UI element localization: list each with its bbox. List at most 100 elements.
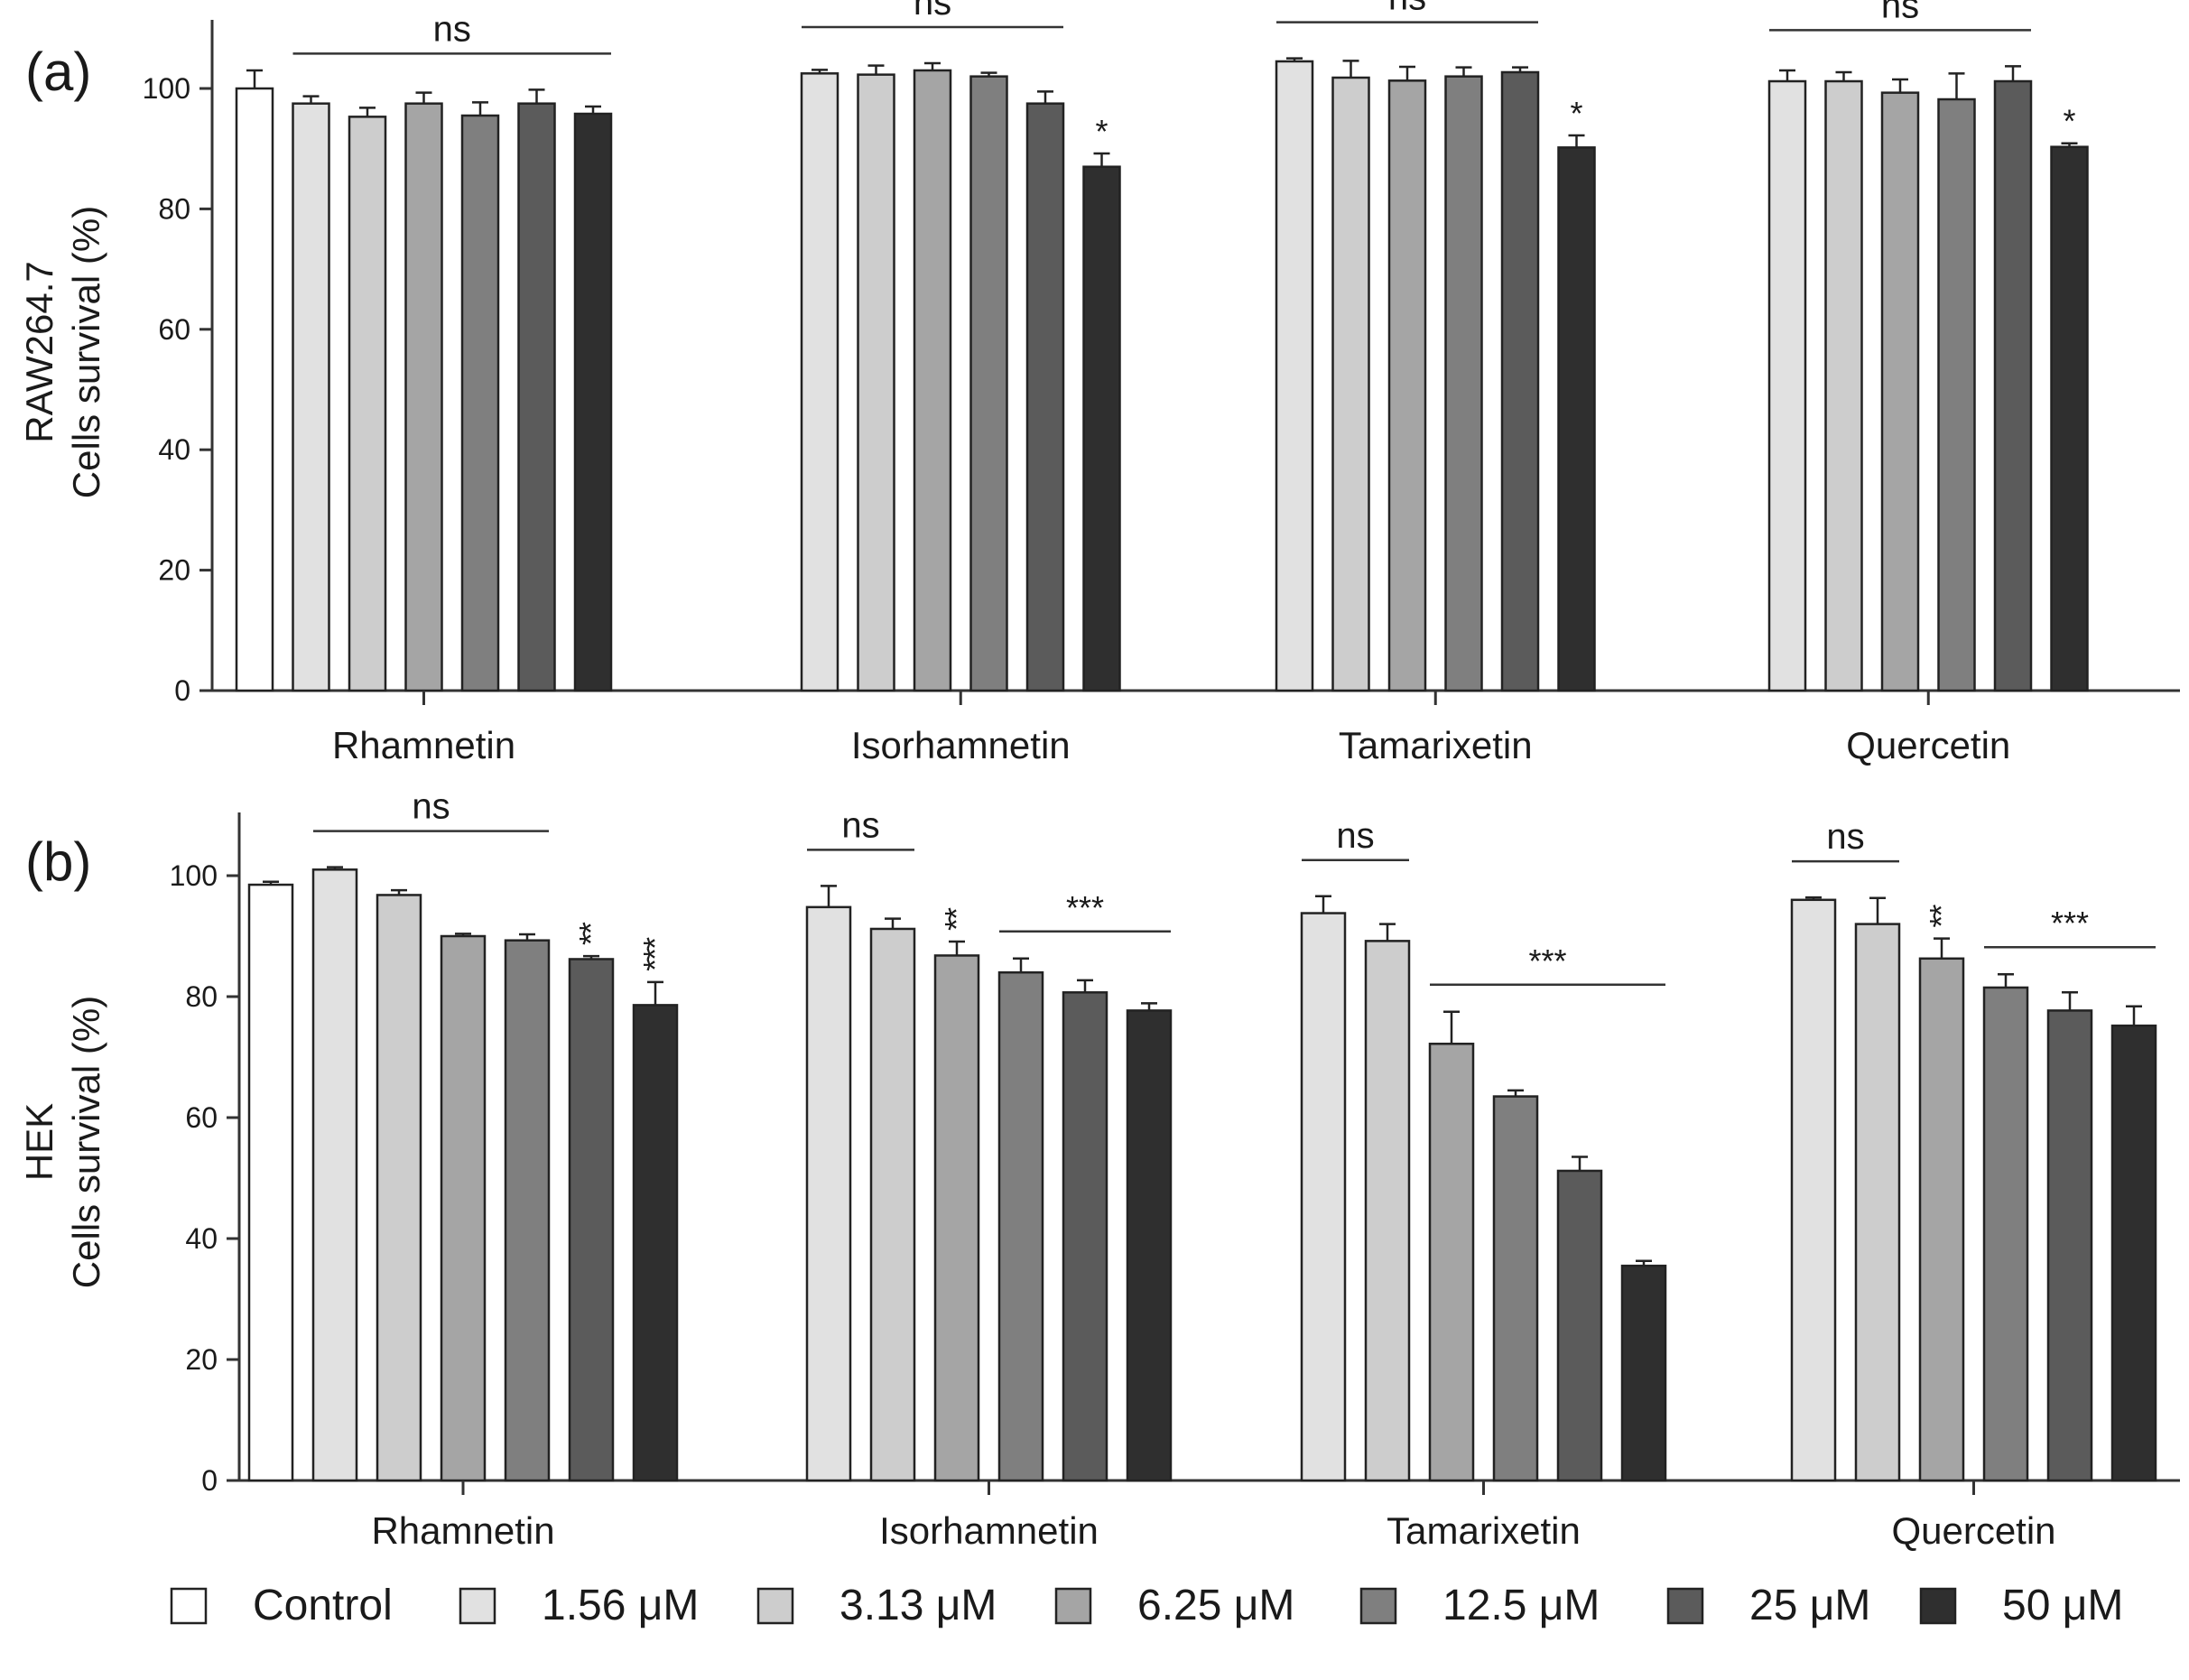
bar <box>1444 75 1483 692</box>
bar <box>1993 79 2033 692</box>
bar <box>1082 165 1121 692</box>
bar <box>440 934 487 1482</box>
significance-label: ns <box>433 9 471 49</box>
significance-label: ns <box>1388 0 1426 18</box>
y-tick-label: 60 <box>185 1101 218 1134</box>
bar <box>800 72 839 692</box>
legend-label: Control <box>253 1582 393 1629</box>
y-tick-label: 80 <box>185 980 218 1013</box>
y-axis-label-line1: HEK <box>18 1103 60 1181</box>
significance-label: ns <box>1881 0 1919 25</box>
significance-star: * <box>1570 95 1582 132</box>
bar <box>632 1004 679 1482</box>
legend-label: 3.13 μM <box>839 1582 997 1629</box>
significance-label: ns <box>1336 816 1374 856</box>
legend-swatch <box>459 1587 496 1625</box>
legend-swatch <box>170 1587 208 1625</box>
bar <box>404 102 443 692</box>
y-axis-label: RAW264.7 Cells survival (%) <box>18 206 107 498</box>
legend-swatch <box>1919 1587 1957 1625</box>
legend-label: 6.25 μM <box>1137 1582 1294 1629</box>
x-category-label: Quercetin <box>1846 724 2010 766</box>
y-tick-label: 80 <box>158 192 190 225</box>
bar <box>1062 991 1108 1482</box>
panel-b-chart: (b) HEK Cells survival (%) 0 20 40 60 80 100 R… <box>18 787 2180 1552</box>
bar <box>997 970 1044 1482</box>
bar <box>1982 986 2029 1482</box>
y-tick-label: 0 <box>201 1464 218 1497</box>
x-category-label: Isorhamnetin <box>879 1509 1099 1552</box>
bar <box>805 905 852 1482</box>
y-tick-label: 40 <box>185 1222 218 1255</box>
bar <box>568 958 615 1482</box>
bar <box>1824 79 1863 692</box>
plot-area: 0 20 40 60 80 100 Rhamnetin Isorhamnetin Tamarix… <box>143 0 2180 766</box>
significance-label: ns <box>841 805 879 845</box>
bar <box>1025 102 1065 692</box>
legend-swatch <box>1359 1587 1397 1625</box>
panel-label: (b) <box>25 831 91 892</box>
bar <box>2050 145 2089 692</box>
bar <box>1428 1043 1475 1482</box>
x-category-label: Tamarixetin <box>1339 724 1533 766</box>
bar <box>1854 923 1901 1482</box>
significance-label: ns <box>1826 817 1864 857</box>
bar <box>247 883 294 1482</box>
bar <box>1790 898 1837 1482</box>
bar <box>292 102 330 692</box>
significance-star: ** <box>938 907 975 931</box>
bar <box>1918 957 1965 1482</box>
bar <box>1557 146 1596 692</box>
panel-a-chart: (a) RAW264.7 Cells survival (%) 0 20 40 60 8… <box>18 0 2180 766</box>
x-category-label: Quercetin <box>1891 1509 2055 1552</box>
y-tick-label: 100 <box>143 72 190 105</box>
legend: Control 1.56 μM 3.13 μM 6.25 μM 12.5 μM 25 μM… <box>170 1582 2123 1629</box>
bar <box>2046 1009 2093 1482</box>
y-tick-label: 60 <box>158 313 190 346</box>
y-axis-label-line1: RAW264.7 <box>18 261 60 443</box>
legend-swatch <box>1666 1587 1704 1625</box>
significance-star: * <box>1095 113 1108 150</box>
bar <box>1331 76 1370 692</box>
bar <box>869 927 916 1482</box>
x-category-label: Rhamnetin <box>371 1509 554 1552</box>
bar <box>1500 70 1540 692</box>
significance-star: * <box>2063 103 2075 140</box>
bar <box>1620 1264 1667 1482</box>
significance-label: ns <box>412 787 450 827</box>
bar <box>2110 1024 2157 1482</box>
bar <box>969 75 1008 692</box>
bar <box>573 112 613 692</box>
bar <box>857 73 895 692</box>
y-tick-label: 20 <box>185 1343 218 1376</box>
significance-label: *** <box>1528 942 1566 979</box>
x-category-label: Tamarixetin <box>1387 1509 1581 1552</box>
bar <box>913 69 952 692</box>
bar <box>1364 940 1411 1482</box>
legend-label: 25 μM <box>1749 1582 1870 1629</box>
significance-star: *** <box>636 937 673 971</box>
bar <box>460 114 500 692</box>
legend-swatch <box>1054 1587 1092 1625</box>
bar <box>933 954 980 1482</box>
bar <box>1556 1169 1603 1482</box>
y-tick-label: 0 <box>174 674 190 707</box>
y-tick-label: 40 <box>158 433 190 466</box>
legend-label: 50 μM <box>2002 1582 2123 1629</box>
x-category-label: Isorhamnetin <box>851 724 1071 766</box>
legend-swatch <box>756 1587 794 1625</box>
bar <box>376 894 422 1482</box>
bar <box>1387 79 1427 692</box>
bar <box>517 102 556 692</box>
bar <box>1126 1009 1173 1482</box>
bar <box>1880 91 1920 692</box>
significance-label: ns <box>914 0 951 23</box>
bar <box>311 868 358 1482</box>
significance-label: *** <box>1066 889 1104 926</box>
significance-label: *** <box>2051 905 2089 942</box>
y-tick-label: 20 <box>158 554 190 587</box>
bar <box>1767 79 1807 692</box>
y-axis-label: HEK Cells survival (%) <box>18 996 107 1288</box>
panel-label: (a) <box>25 42 91 102</box>
